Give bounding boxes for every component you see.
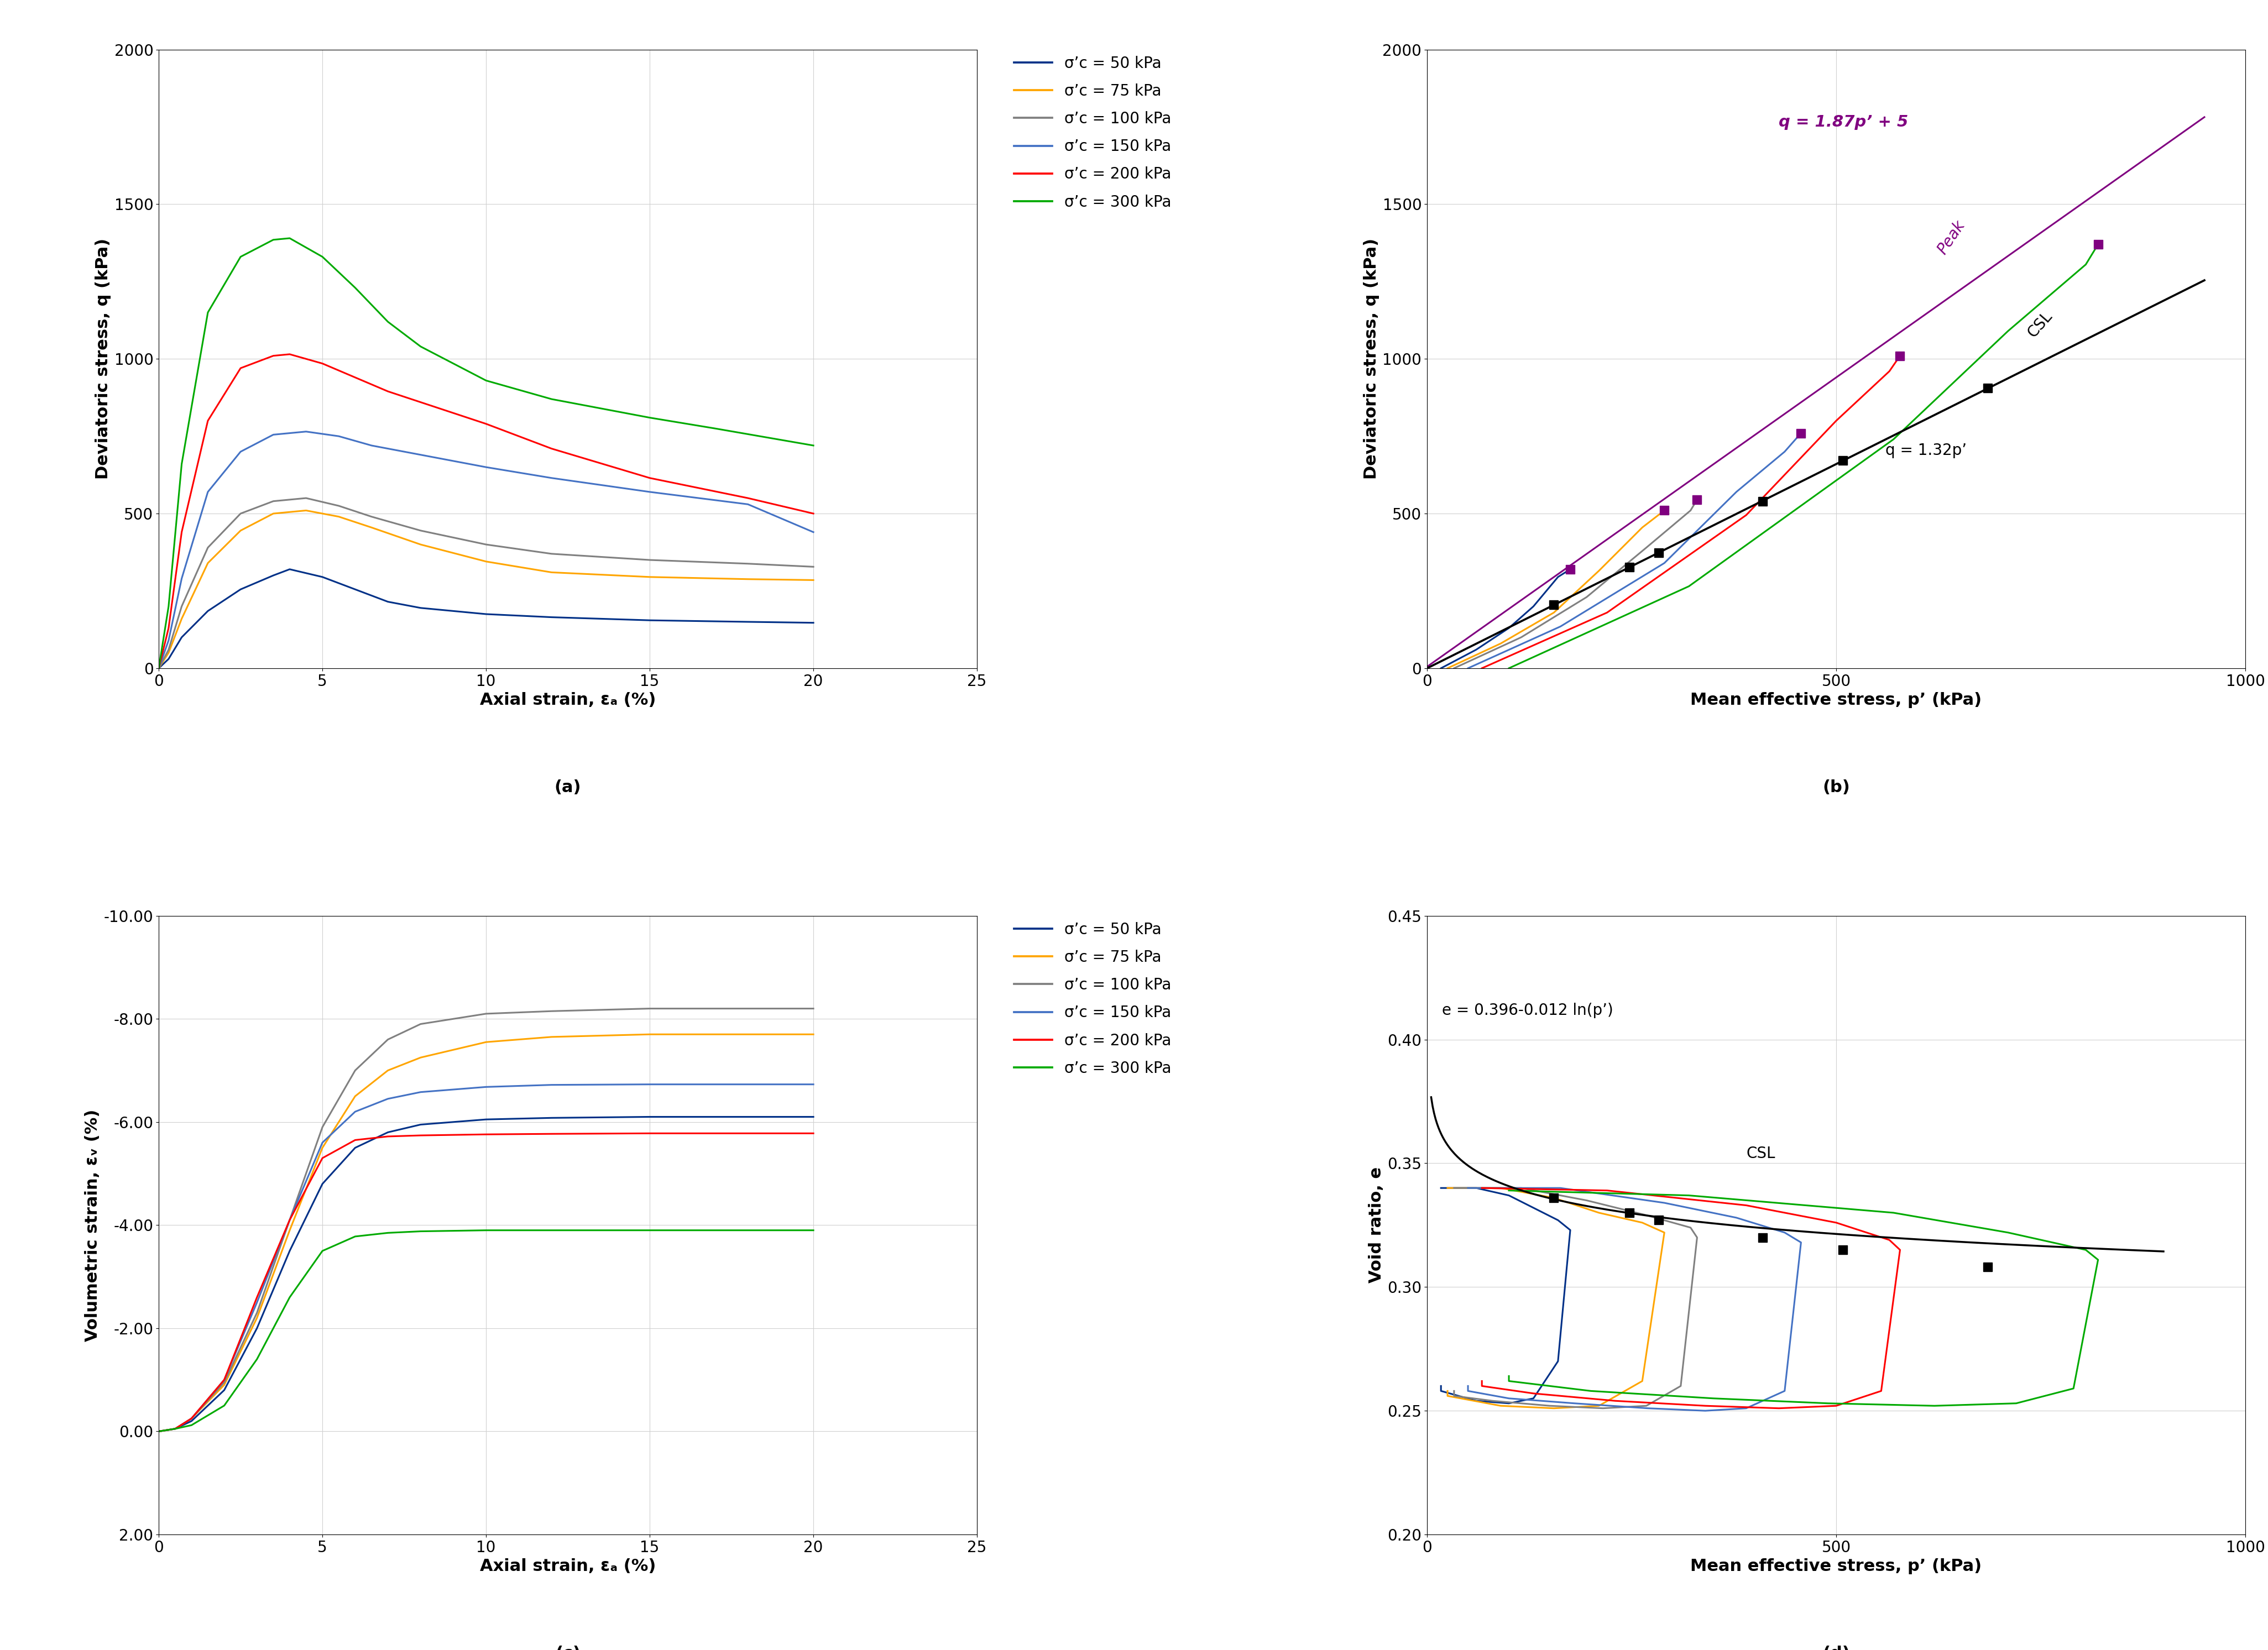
Text: q = 1.87p’ + 5: q = 1.87p’ + 5 xyxy=(1778,116,1907,130)
Text: Peak: Peak xyxy=(1935,218,1969,257)
Text: q = 1.32p’: q = 1.32p’ xyxy=(1885,442,1966,459)
X-axis label: Mean effective stress, p’ (kPa): Mean effective stress, p’ (kPa) xyxy=(1690,1558,1982,1574)
Text: (a): (a) xyxy=(553,779,581,795)
Y-axis label: Deviatoric stress, q (kPa): Deviatoric stress, q (kPa) xyxy=(95,238,111,480)
Text: (d): (d) xyxy=(1823,1645,1851,1650)
Legend: σ’c = 50 kPa, σ’c = 75 kPa, σ’c = 100 kPa, σ’c = 150 kPa, σ’c = 200 kPa, σ’c = 3: σ’c = 50 kPa, σ’c = 75 kPa, σ’c = 100 kP… xyxy=(1009,51,1177,214)
Text: (c): (c) xyxy=(556,1645,581,1650)
Text: CSL: CSL xyxy=(2025,309,2055,340)
Y-axis label: Void ratio, e: Void ratio, e xyxy=(1368,1167,1383,1284)
X-axis label: Axial strain, εₐ (%): Axial strain, εₐ (%) xyxy=(481,1558,655,1574)
X-axis label: Mean effective stress, p’ (kPa): Mean effective stress, p’ (kPa) xyxy=(1690,691,1982,708)
Y-axis label: Deviatoric stress, q (kPa): Deviatoric stress, q (kPa) xyxy=(1363,238,1379,480)
Legend: σ’c = 50 kPa, σ’c = 75 kPa, σ’c = 100 kPa, σ’c = 150 kPa, σ’c = 200 kPa, σ’c = 3: σ’c = 50 kPa, σ’c = 75 kPa, σ’c = 100 kP… xyxy=(1009,917,1177,1081)
Text: e = 0.396-0.012 ln(p’): e = 0.396-0.012 ln(p’) xyxy=(1442,1003,1613,1018)
Text: (b): (b) xyxy=(1823,779,1851,795)
Y-axis label: Volumetric strain, εᵥ (%): Volumetric strain, εᵥ (%) xyxy=(84,1109,100,1341)
X-axis label: Axial strain, εₐ (%): Axial strain, εₐ (%) xyxy=(481,691,655,708)
Text: CSL: CSL xyxy=(1746,1147,1776,1162)
